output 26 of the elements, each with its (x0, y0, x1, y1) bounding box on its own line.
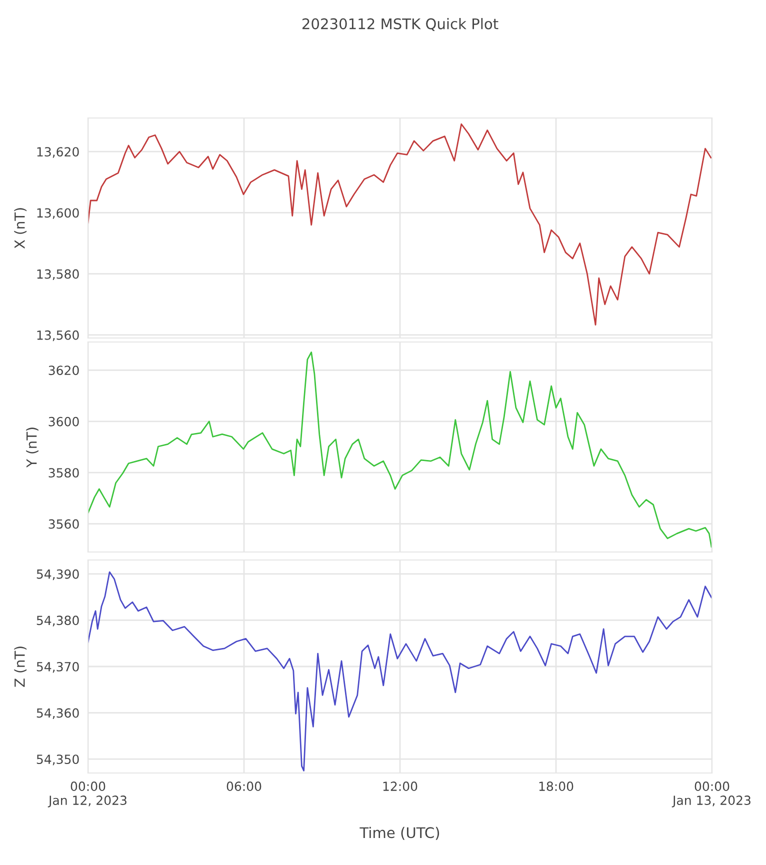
y-tick-label: 54,360 (36, 708, 79, 720)
y-tick-label: 3620 (48, 366, 79, 376)
line-series (88, 571, 712, 772)
y-tick-label: 13,600 (37, 208, 79, 219)
y-tick-label: 13,580 (37, 269, 79, 280)
y-tick-label: 54,380 (36, 616, 79, 626)
y-tick-label: 13,560 (37, 330, 79, 342)
x-axis-title: Time (UTC) (360, 826, 440, 840)
y-tick-label: 13,620 (37, 147, 79, 158)
y-axis-title: X (nT) (14, 208, 27, 249)
x-tick-label: 06:00 (226, 782, 262, 792)
x-tick-label: 00:00 Jan 12, 2023 (48, 782, 126, 808)
x-tick-label: 18:00 (539, 782, 574, 792)
y-tick-label: 54,390 (36, 569, 79, 580)
y-tick-label: 3560 (48, 519, 79, 529)
y-tick-label: 54,370 (36, 662, 79, 673)
line-series (88, 352, 712, 548)
line-series (88, 123, 712, 326)
chart-title: 20230112 MSTK Quick Plot (302, 18, 498, 31)
x-tick-label: 12:00 (383, 782, 418, 792)
x-tick-label: 00:00 Jan 13, 2023 (672, 782, 750, 808)
y-tick-label: 3600 (48, 416, 79, 426)
y-axis-title: Y (nT) (26, 428, 38, 468)
y-tick-label: 3580 (48, 468, 79, 478)
y-axis-title: Z (nT) (14, 646, 27, 687)
y-tick-label: 54,350 (36, 754, 79, 766)
